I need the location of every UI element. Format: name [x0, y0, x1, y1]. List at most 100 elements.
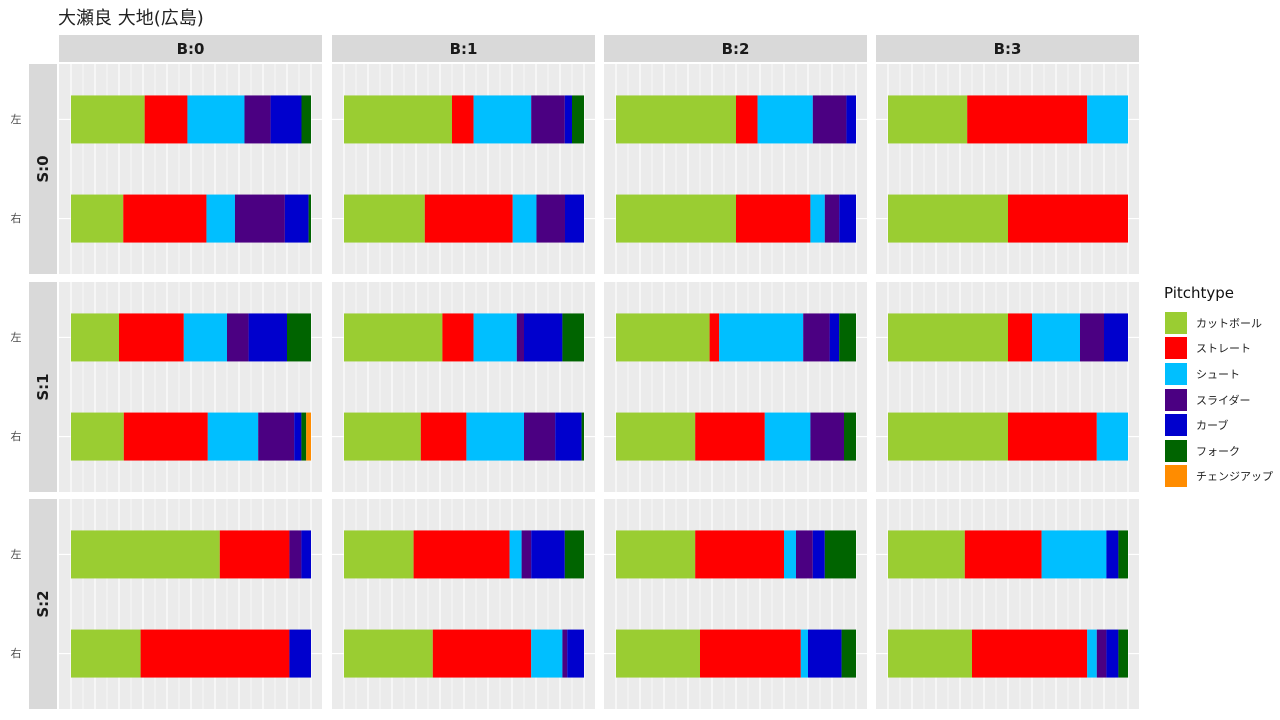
bar-segment [289, 629, 311, 678]
y-tick-label: 左 [11, 331, 22, 344]
bar-segment [810, 412, 844, 461]
bar-segment [719, 313, 804, 362]
legend-key [1164, 336, 1188, 361]
legend-item: ストレート [1164, 336, 1276, 362]
bar-segment [1032, 313, 1080, 362]
bar-segment [846, 95, 856, 144]
row-strip-label: S:2 [34, 590, 52, 617]
bar-segment [844, 412, 856, 461]
bar-segment [829, 313, 840, 362]
bar-segment [306, 412, 311, 461]
bar-segment [473, 95, 532, 144]
bar-segment [824, 530, 856, 579]
panel [332, 499, 595, 709]
bar-segment [207, 412, 259, 461]
bar-segment [839, 194, 856, 243]
bar-segment [1080, 313, 1104, 362]
panel [604, 282, 867, 492]
legend-item: カーブ [1164, 412, 1276, 438]
bar-segment [803, 313, 830, 362]
y-tick-label: 右 [11, 646, 22, 660]
bar-segment [888, 313, 1008, 362]
row-strip [29, 282, 57, 492]
bar-segment [824, 194, 840, 243]
row-strip-label: S:1 [34, 373, 52, 400]
column-strip [59, 35, 322, 62]
bar-segment [616, 629, 700, 678]
bar-segment [524, 313, 563, 362]
bar-segment [709, 313, 720, 362]
panel [604, 499, 867, 709]
column-strip-label: B:0 [177, 40, 205, 58]
bar-segment [1106, 530, 1119, 579]
bar-segment [248, 313, 287, 362]
bar-segment [1008, 194, 1128, 243]
bar-segment [736, 194, 811, 243]
bar-segment [258, 412, 295, 461]
bar-segment [784, 530, 796, 579]
bar-segment [1118, 629, 1128, 678]
bar-segment [888, 412, 1008, 461]
legend-key [1164, 464, 1188, 489]
bar-segment [888, 629, 972, 678]
bar-segment [564, 530, 584, 579]
bar-segment [344, 629, 433, 678]
bar-segment [1087, 95, 1128, 144]
legend-label: チェンジアップ [1196, 470, 1273, 484]
legend-key [1164, 413, 1188, 438]
bar-segment [234, 194, 285, 243]
legend-title: Pitchtype [1164, 284, 1235, 302]
bar-segment [244, 95, 271, 144]
bar-segment [695, 412, 765, 461]
bar-segment [413, 530, 510, 579]
bar-segment [521, 530, 532, 579]
bar-segment [736, 95, 758, 144]
panel [332, 282, 595, 492]
bar-segment [616, 412, 696, 461]
bar-segment [442, 313, 474, 362]
legend-key [1164, 438, 1188, 463]
bar-segment [71, 313, 119, 362]
bar-segment [424, 194, 513, 243]
bar-segment [512, 194, 537, 243]
bar-segment [183, 313, 227, 362]
panel [876, 282, 1139, 492]
bar-segment [616, 194, 736, 243]
bar-segment [1008, 412, 1097, 461]
bar-segment [564, 95, 572, 144]
row-strip [29, 499, 57, 709]
bar-segment [71, 530, 220, 579]
bar-segment [301, 530, 311, 579]
legend-label: フォーク [1196, 444, 1240, 458]
bar-segment [808, 629, 842, 678]
bar-segment [509, 530, 522, 579]
bar-segment [432, 629, 532, 678]
bar-segment [967, 95, 1088, 144]
bar-segment [800, 629, 808, 678]
column-strip [604, 35, 867, 62]
bar-segment [1104, 313, 1128, 362]
bar-segment [123, 194, 207, 243]
y-tick-label: 右 [11, 211, 22, 225]
bar-segment [700, 629, 801, 678]
bar-segment [562, 313, 584, 362]
bar-segment [1106, 629, 1119, 678]
legend-items: カットボール ストレート シュート スライダー カーブ フォーク チェンジアップ [1164, 310, 1276, 489]
bar-segment [287, 313, 311, 362]
bar-segment [344, 95, 452, 144]
bar-segment [71, 95, 145, 144]
bar-segment [187, 95, 245, 144]
bar-segment [284, 194, 309, 243]
row-strip-label: S:0 [34, 155, 52, 182]
bar-segment [71, 194, 124, 243]
legend-item: カットボール [1164, 310, 1276, 336]
bar-segment [466, 412, 524, 461]
bar-segment [1096, 629, 1107, 678]
bar-segment [206, 194, 235, 243]
bar-segment [344, 412, 421, 461]
column-strip [332, 35, 595, 62]
panel [876, 499, 1139, 709]
bar-segment [581, 412, 584, 461]
column-strip [876, 35, 1139, 62]
